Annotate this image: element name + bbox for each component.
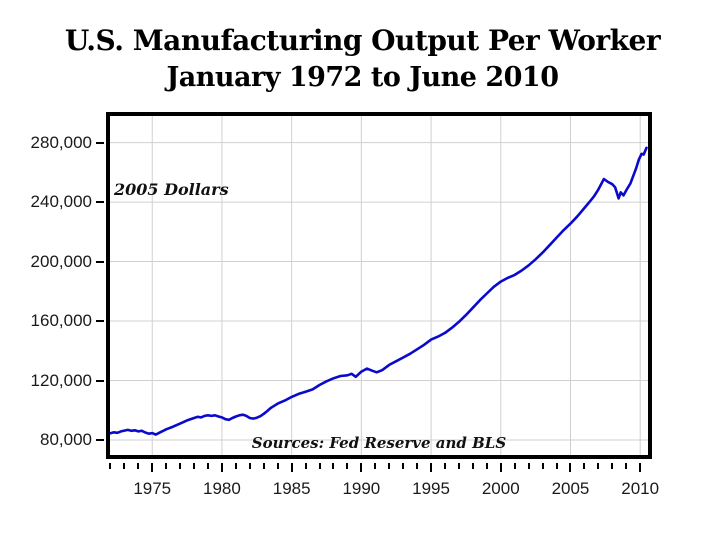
- x-axis-minor-tick: [123, 463, 126, 469]
- y-axis-tick: [96, 201, 104, 204]
- x-axis-label: 2010: [621, 479, 660, 498]
- x-axis-minor-tick: [193, 463, 196, 469]
- x-axis-minor-tick: [318, 463, 321, 469]
- x-axis-minor-tick: [165, 463, 168, 469]
- x-axis-minor-tick: [457, 463, 460, 469]
- x-axis-minor-tick: [513, 463, 516, 469]
- units-annotation: 2005 Dollars: [114, 180, 229, 199]
- x-axis-major-tick: [569, 463, 572, 472]
- x-axis-minor-tick: [402, 463, 405, 469]
- y-axis-label: 240,000: [30, 192, 92, 212]
- x-axis-minor-tick: [248, 463, 251, 469]
- x-axis-minor-tick: [304, 463, 307, 469]
- plot-area: 2005 Dollars Sources: Fed Reserve and BL…: [106, 112, 652, 459]
- x-axis-minor-tick: [276, 463, 279, 469]
- data-line: [110, 146, 648, 436]
- line-chart-svg: [110, 116, 648, 455]
- chart-title: U.S. Manufacturing Output Per Worker: [64, 24, 661, 57]
- y-axis-tick: [96, 320, 104, 323]
- x-axis-minor-tick: [137, 463, 140, 469]
- x-axis-major-tick: [220, 463, 223, 472]
- x-axis-minor-tick: [374, 463, 377, 469]
- x-axis-major-tick: [639, 463, 642, 472]
- x-axis-minor-tick: [262, 463, 265, 469]
- x-axis-minor-tick: [444, 463, 446, 469]
- y-axis-tick: [96, 260, 104, 263]
- y-axis-label: 200,000: [30, 251, 92, 271]
- x-axis-minor-tick: [625, 463, 628, 469]
- x-axis-minor-tick: [485, 463, 488, 469]
- x-axis-minor-tick: [416, 463, 419, 469]
- x-axis-major-tick: [290, 463, 293, 472]
- y-axis-tick: [96, 438, 104, 441]
- y-axis-tick: [96, 141, 104, 144]
- x-axis-minor-tick: [109, 463, 112, 469]
- x-axis-label: 1990: [342, 479, 381, 498]
- x-axis-major-tick: [151, 463, 154, 472]
- y-axis-label: 80,000: [40, 429, 92, 449]
- sources-annotation: Sources: Fed Reserve and BLS: [251, 434, 507, 452]
- x-axis-minor-tick: [346, 463, 349, 469]
- x-axis-minor-tick: [583, 463, 586, 469]
- x-axis-major-tick: [499, 463, 502, 472]
- x-axis-minor-tick: [527, 463, 530, 469]
- y-axis-tick: [96, 379, 104, 382]
- x-axis-minor-tick: [611, 463, 614, 469]
- x-axis-minor-tick: [234, 463, 237, 469]
- x-axis-label: 2000: [481, 479, 520, 498]
- x-axis-minor-tick: [541, 463, 544, 469]
- x-axis-minor-tick: [388, 463, 391, 469]
- y-axis-label: 280,000: [30, 132, 92, 152]
- x-axis-minor-tick: [332, 463, 335, 469]
- x-axis-minor-tick: [207, 463, 209, 469]
- x-axis-minor-tick: [597, 463, 600, 469]
- x-axis-label: 1995: [412, 479, 450, 498]
- y-axis-label: 160,000: [30, 311, 92, 331]
- x-axis-minor-tick: [555, 463, 558, 469]
- x-axis-minor-tick: [471, 463, 474, 469]
- x-axis-label: 1985: [272, 479, 311, 498]
- x-axis-major-tick: [430, 463, 433, 472]
- x-axis-label: 1980: [203, 479, 241, 498]
- y-axis-label: 120,000: [30, 370, 92, 390]
- x-axis-minor-tick: [179, 463, 182, 469]
- chart-subtitle: January 1972 to June 2010: [166, 62, 559, 93]
- x-axis-major-tick: [360, 463, 363, 472]
- x-axis-label: 1975: [133, 479, 172, 498]
- x-axis-label: 2005: [551, 479, 590, 498]
